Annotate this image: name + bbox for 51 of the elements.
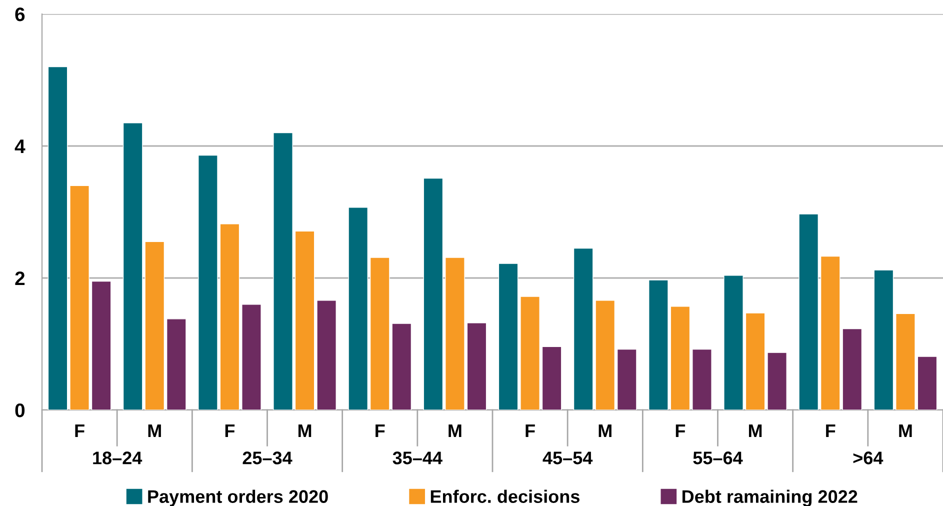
bar	[198, 154, 218, 410]
bar	[166, 318, 186, 410]
bar	[91, 280, 112, 410]
bar	[874, 270, 894, 410]
bar	[616, 348, 637, 410]
legend-label: Enforc. decisions	[430, 490, 580, 503]
bar	[670, 306, 690, 410]
x-tick-label: M	[899, 424, 912, 437]
bar	[520, 296, 540, 410]
text: >64	[853, 452, 884, 464]
text: 55–64	[693, 452, 743, 464]
bar	[692, 348, 712, 410]
bar	[724, 275, 744, 410]
y-tick-label: 0	[15, 403, 25, 418]
text: 35–44	[392, 452, 442, 464]
x-tick-label: F	[75, 424, 84, 437]
x-tick-label: M	[148, 424, 161, 437]
bar	[348, 207, 368, 410]
bar	[48, 66, 68, 410]
x-tick-label: M	[748, 424, 762, 437]
bar	[466, 322, 487, 410]
bar	[648, 280, 668, 410]
bar	[798, 214, 819, 410]
x-tick-label: M	[448, 424, 462, 437]
x-tick-label: F	[225, 424, 235, 437]
bar	[498, 263, 518, 410]
bar	[542, 346, 562, 410]
bar	[273, 132, 293, 410]
bar	[423, 178, 444, 410]
bar	[917, 356, 938, 410]
text: 25–34	[242, 452, 292, 464]
bar	[896, 313, 916, 410]
bar	[294, 230, 315, 410]
bar	[70, 185, 90, 410]
x-tick-label: M	[598, 424, 612, 437]
x-tick-label: F	[676, 424, 686, 437]
y-tick-label: 6	[15, 7, 25, 22]
bar	[445, 257, 465, 410]
bar	[316, 300, 336, 410]
bar	[767, 352, 787, 410]
bar	[745, 312, 766, 410]
x-tick-label: F	[376, 424, 385, 437]
x-tick-label: M	[298, 424, 312, 437]
x-tick-label: F	[826, 424, 836, 437]
y-tick-label: 4	[14, 140, 26, 154]
bar	[220, 224, 240, 410]
text: 18–24	[93, 452, 142, 464]
bar	[242, 304, 262, 410]
x-tick-label: F	[526, 424, 535, 437]
y-tick-label: 2	[15, 271, 25, 286]
text: 45–54	[542, 452, 593, 464]
